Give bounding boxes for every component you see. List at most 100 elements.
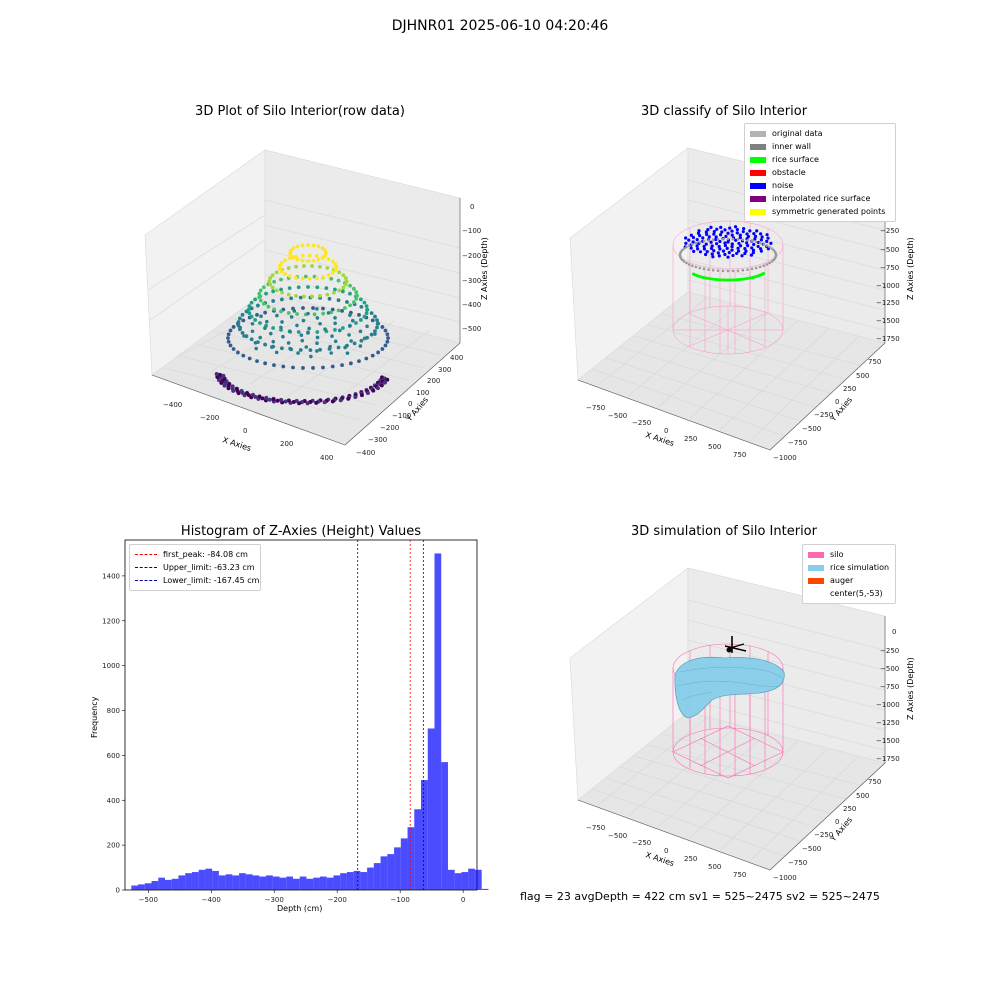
scatter-point <box>370 353 375 358</box>
legend-swatch <box>750 130 766 137</box>
classify-ztick: −1500 <box>876 317 900 325</box>
legend-line <box>135 554 157 555</box>
histogram-bar <box>218 875 226 890</box>
raw-scatter-points <box>214 243 390 406</box>
scatter-point <box>242 334 246 338</box>
scatter-point <box>343 282 348 287</box>
inner-wall-point <box>741 268 745 272</box>
noise-point <box>711 255 715 259</box>
noise-point <box>769 241 773 245</box>
scatter-point <box>280 297 284 302</box>
scatter-point <box>322 400 327 405</box>
scatter-point <box>274 288 279 293</box>
scatter-point <box>263 342 268 347</box>
scatter-point <box>311 243 316 248</box>
scatter-point <box>246 307 251 312</box>
scatter-point <box>255 312 259 317</box>
scatter-point <box>330 364 335 369</box>
noise-point <box>715 242 719 246</box>
simulation-ztick: −1750 <box>876 755 900 763</box>
scatter-point <box>270 285 275 290</box>
inner-wall-point <box>716 269 720 272</box>
scatter-point <box>370 318 375 323</box>
histogram-bar <box>340 873 347 890</box>
noise-point <box>706 228 710 232</box>
scatter-point <box>373 332 377 336</box>
inner-wall-point <box>741 238 745 242</box>
inner-wall-point <box>698 240 702 244</box>
scatter-point <box>324 286 329 291</box>
histogram-bar <box>434 553 442 890</box>
scatter-point <box>302 294 306 299</box>
scatter-point <box>311 258 316 263</box>
scatter-point <box>308 348 313 353</box>
scatter-point <box>358 329 363 334</box>
scatter-point <box>314 276 319 281</box>
classify-ztick: −1000 <box>876 282 900 290</box>
scatter-point <box>287 286 292 291</box>
noise-point <box>712 229 716 234</box>
scatter-point <box>221 373 226 378</box>
simulation-ytick: −750 <box>788 859 807 867</box>
noise-point <box>760 235 764 239</box>
raw-ytick: −400 <box>356 449 375 457</box>
scatter-point <box>304 345 309 349</box>
noise-point <box>689 246 693 250</box>
scatter-point <box>289 296 294 301</box>
noise-point <box>704 230 708 234</box>
scatter-point <box>383 328 388 333</box>
classify-x-label: X Axies <box>644 430 675 448</box>
scatter-point <box>255 303 260 308</box>
histogram-y-ticks: 0 200 400 600 800 1000 1200 1400 <box>102 572 125 895</box>
noise-point <box>743 246 747 251</box>
scatter-point <box>298 295 303 300</box>
scatter-point <box>306 243 310 247</box>
scatter-point <box>330 259 335 264</box>
scatter-point <box>253 340 258 345</box>
scatter-point <box>270 345 274 349</box>
scatter-point <box>329 351 333 355</box>
scatter-point <box>315 341 319 346</box>
y-tick-label: 0 <box>116 887 120 895</box>
rice-surface-point <box>691 272 695 276</box>
classify-y-label: Y Axies <box>828 395 854 424</box>
noise-point <box>687 238 691 242</box>
noise-point <box>704 242 708 246</box>
scatter-point <box>340 363 344 368</box>
noise-point <box>759 249 763 253</box>
histogram-bar <box>427 728 435 890</box>
scatter-point <box>306 259 310 263</box>
scatter-point <box>344 279 349 284</box>
scatter-point <box>279 287 283 292</box>
noise-point <box>698 250 703 254</box>
simulation-3d-axes <box>569 567 886 871</box>
scatter-point <box>373 329 377 333</box>
inner-wall-point <box>702 267 706 271</box>
histogram-bar <box>171 878 179 890</box>
histogram-bar <box>421 780 428 890</box>
histogram-title: Histogram of Z-Axies (Height) Values <box>180 524 422 539</box>
scatter-point <box>336 298 341 303</box>
scatter-point <box>226 336 230 340</box>
noise-point <box>717 244 721 249</box>
scatter-point <box>306 331 310 335</box>
histogram-bar <box>178 875 186 890</box>
scatter-point <box>296 330 301 334</box>
scatter-point <box>226 339 231 344</box>
scatter-point <box>228 343 233 348</box>
histogram-bar <box>164 879 172 890</box>
histogram-bar <box>461 872 469 890</box>
classify-xtick: −750 <box>586 404 605 412</box>
scatter-point <box>260 396 265 401</box>
simulation-ztick: −250 <box>880 647 899 655</box>
scatter-point <box>264 395 269 400</box>
simulation-xtick: −750 <box>586 824 605 832</box>
y-tick-label: 400 <box>107 797 120 805</box>
scatter-point <box>271 339 276 344</box>
scatter-point <box>258 335 262 340</box>
scatter-point <box>299 333 304 337</box>
noise-point <box>746 244 750 248</box>
scatter-point <box>238 325 243 330</box>
noise-point <box>707 235 711 239</box>
classify-points <box>678 225 778 282</box>
